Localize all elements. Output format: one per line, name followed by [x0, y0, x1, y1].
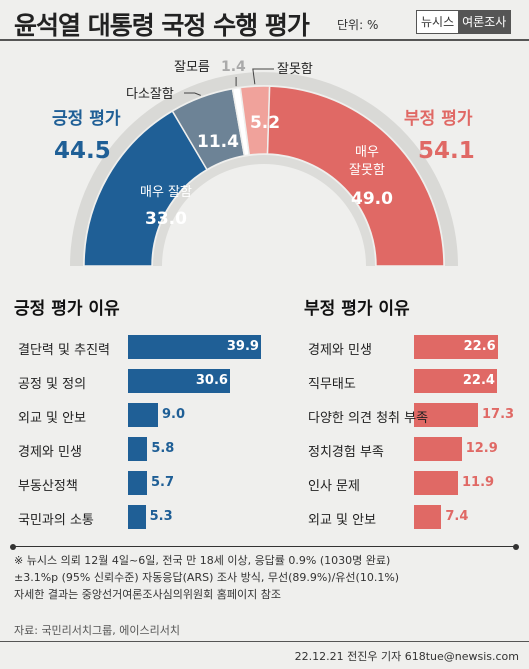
- unit-label: 단위: %: [337, 18, 379, 32]
- negative-reason-bar-value: 7.4: [445, 509, 469, 524]
- positive-reason-bar-value: 5.8: [151, 441, 175, 456]
- notes-dot-right: [513, 544, 519, 550]
- negative-reason-bar-value: 22.4: [462, 373, 495, 388]
- negative-reason-bar-value: 11.9: [462, 475, 495, 490]
- negative-reason-bar-value: 17.3: [482, 407, 515, 422]
- positive-reason-bar: [128, 369, 230, 393]
- note-line: 자세한 결과는 중앙선거여론조사심의위원회 홈페이지 참조: [14, 588, 281, 601]
- positive-reason-bar-label: 부동산정책: [18, 479, 78, 494]
- negative-reasons-title: 부정 평가 이유: [304, 299, 410, 319]
- slice-value-very-bad: 49.0: [351, 189, 393, 209]
- negative-reason-bar-label: 경제와 민생: [308, 343, 372, 358]
- notes-divider: [14, 546, 515, 547]
- notes-dot-left: [10, 544, 16, 550]
- positive-reason-bar-label: 결단력 및 추진력: [18, 343, 110, 358]
- positive-reason-bar-label: 공정 및 정의: [18, 377, 87, 392]
- brand-name: 뉴시스: [417, 11, 459, 33]
- positive-reason-bar-value: 5.3: [149, 509, 173, 524]
- positive-reason-bar-label: 경제와 민생: [18, 445, 82, 460]
- credit-text: 22.12.21 전진우 기자 618tue@newsis.com: [294, 650, 519, 663]
- negative-total-label: 부정 평가: [404, 109, 473, 129]
- positive-reason-bar-label: 외교 및 안보: [18, 411, 87, 426]
- negative-reason-bar: [414, 437, 462, 461]
- slice-value-very-good: 33.0: [145, 209, 187, 229]
- negative-reason-bar-label: 다양한 의견 청취 부족: [308, 411, 429, 426]
- negative-reason-bar: [414, 369, 497, 393]
- positive-reason-bar: [128, 403, 158, 427]
- slice-label-very-bad-1: 매우: [355, 145, 379, 160]
- gauge-slice-very-bad: [266, 85, 445, 267]
- positive-reason-bar-value: 39.9: [226, 339, 259, 354]
- gauge-slices: [83, 85, 445, 267]
- positive-total-label: 긍정 평가: [52, 109, 121, 129]
- slice-label-very-bad-2: 잘못함: [349, 163, 385, 178]
- slice-value-bad: 5.2: [250, 113, 280, 133]
- leader-somewhat-good: [184, 92, 201, 96]
- brand-badge: 뉴시스 여론조사: [416, 10, 512, 34]
- slice-value-unknown: 1.4: [221, 59, 246, 75]
- slice-label-somewhat-good: 다소잘함: [126, 87, 174, 102]
- title-divider: [0, 39, 529, 41]
- note-line: ±3.1%p (95% 신뢰수준) 자동응답(ARS) 조사 방식, 무선(89…: [14, 571, 400, 584]
- slice-label-very-good: 매우 잘함: [140, 185, 192, 200]
- negative-reason-bar-label: 외교 및 안보: [308, 513, 377, 528]
- negative-reason-bar-label: 인사 문제: [308, 479, 360, 494]
- footer-divider: [0, 641, 529, 642]
- negative-reason-bar: [414, 505, 442, 529]
- positive-reason-bar-label: 국민과의 소통: [18, 513, 94, 528]
- survey-notes: ※ 뉴시스 의뢰 12월 4일~6일, 전국 만 18세 이상, 응답률 0.9…: [14, 552, 399, 603]
- page-title: 윤석열 대통령 국정 수행 평가: [14, 11, 310, 40]
- negative-reason-bar-label: 직무태도: [308, 377, 356, 392]
- negative-reason-bar: [414, 403, 478, 427]
- leader-bad: [252, 68, 274, 85]
- positive-reason-bar: [128, 505, 146, 529]
- positive-reasons-title: 긍정 평가 이유: [14, 299, 120, 319]
- positive-reason-bar-value: 9.0: [161, 407, 185, 422]
- negative-reason-bar-value: 22.6: [463, 339, 496, 354]
- slice-label-unknown: 잘모름: [174, 60, 210, 75]
- positive-reason-bar-value: 30.6: [195, 373, 228, 388]
- negative-reason-bar: [414, 471, 459, 495]
- approval-gauge: 매우 잘함 33.0 11.4 5.2 매우 잘못함 49.0 다소잘함 잘모름…: [52, 59, 475, 267]
- negative-reason-bar-label: 정치경험 부족: [308, 445, 384, 460]
- note-line: ※ 뉴시스 의뢰 12월 4일~6일, 전국 만 18세 이상, 응답률 0.9…: [14, 554, 391, 567]
- positive-reason-bar-value: 5.7: [150, 475, 174, 490]
- brand-category: 여론조사: [458, 11, 511, 33]
- slice-value-somewhat-good: 11.4: [197, 132, 239, 152]
- positive-reason-bar: [128, 437, 148, 461]
- source-text: 자료: 국민리서치그룹, 에이스리서치: [14, 624, 180, 637]
- positive-reason-bar: [128, 471, 147, 495]
- positive-total-value: 44.5: [54, 138, 111, 164]
- negative-reason-bar: [414, 335, 498, 359]
- slice-label-bad: 잘못함: [277, 62, 313, 77]
- negative-reason-bar-value: 12.9: [465, 441, 498, 456]
- positive-reason-bar: [128, 335, 261, 359]
- gauge-leader-lines: [184, 68, 274, 96]
- negative-total-value: 54.1: [418, 138, 475, 164]
